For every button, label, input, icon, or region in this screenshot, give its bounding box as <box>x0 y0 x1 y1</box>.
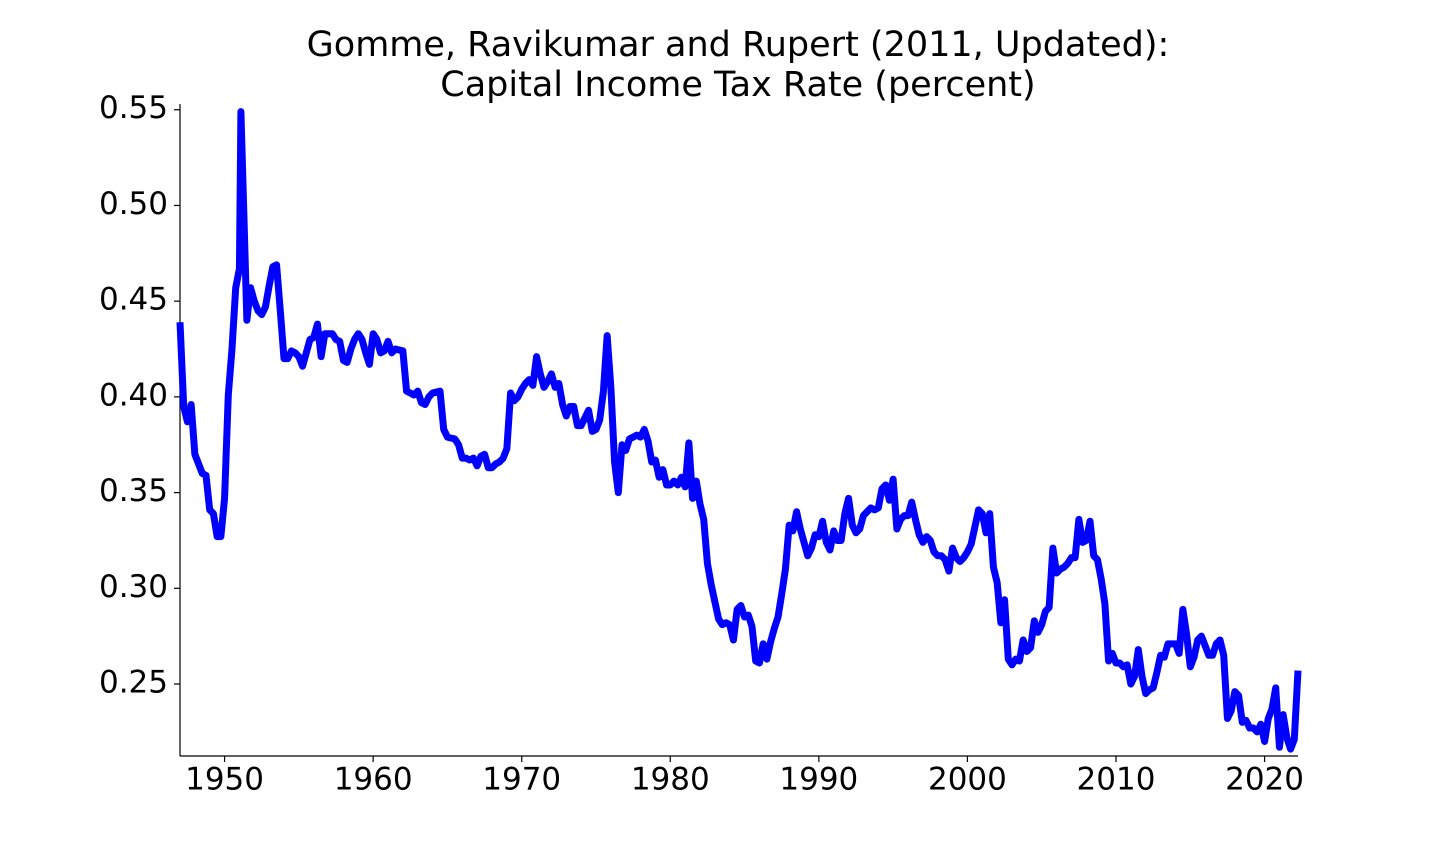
y-tick-label: 0.45 <box>99 282 168 318</box>
x-tick-label: 2010 <box>1077 762 1156 798</box>
chart-subtitle: Capital Income Tax Rate (percent) <box>440 65 1035 105</box>
x-tick-label: 1990 <box>779 762 858 798</box>
x-tick-label: 2000 <box>928 762 1007 798</box>
x-tick-label: 2020 <box>1225 762 1304 798</box>
y-tick-label: 0.30 <box>99 569 168 605</box>
x-tick-label: 1950 <box>185 762 264 798</box>
line-series <box>176 108 1302 753</box>
y-tick-label: 0.40 <box>99 377 168 413</box>
x-tick-label: 1960 <box>334 762 413 798</box>
x-tick-label: 1970 <box>482 762 561 798</box>
x-tick-label: 1980 <box>631 762 710 798</box>
y-tick-label: 0.35 <box>99 473 168 509</box>
y-tick-label: 0.55 <box>99 90 168 126</box>
y-tick-label: 0.25 <box>99 665 168 701</box>
y-tick-label: 0.50 <box>99 186 168 222</box>
chart-title: Gomme, Ravikumar and Rupert (2011, Updat… <box>307 25 1170 65</box>
